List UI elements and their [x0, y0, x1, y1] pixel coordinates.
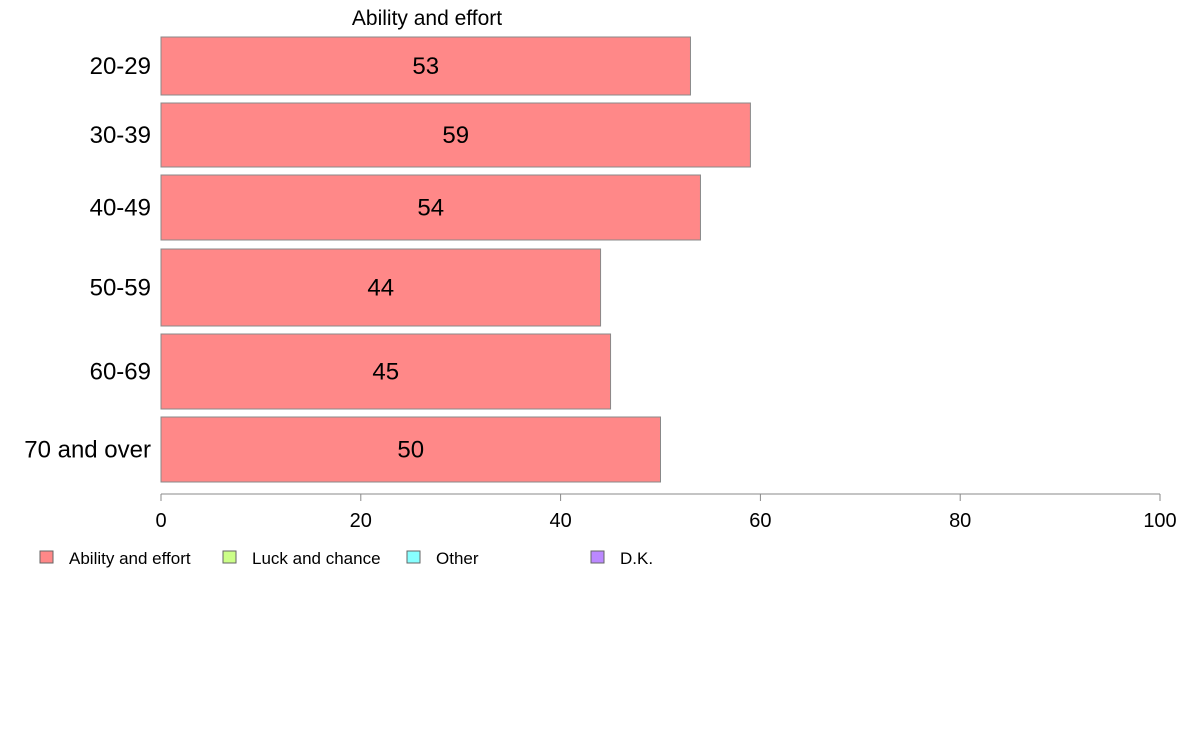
- chart-title: Ability and effort: [352, 7, 502, 30]
- legend-swatch: [590, 550, 605, 564]
- bar-value-label: 44: [367, 275, 394, 302]
- x-axis: 0 20 40 60 80 100: [155, 493, 1177, 532]
- bar-value-label: 59: [442, 122, 469, 149]
- bar: [160, 174, 701, 241]
- legend-label: Other: [436, 549, 479, 568]
- bars-group: 53 20-29 59 30-39 54 40-49 44 50-59 45 60-69 50 70 …: [24, 36, 751, 483]
- bar-value-label: 53: [412, 53, 439, 80]
- x-tick-label: 40: [549, 510, 571, 532]
- legend: Ability and effort Luck and chance Other D.…: [39, 549, 653, 568]
- x-tick-label: 0: [155, 510, 166, 532]
- bar: [160, 416, 661, 483]
- legend-swatch: [222, 550, 237, 564]
- category-label: 60-69: [90, 359, 151, 386]
- bar-value-label: 45: [372, 359, 399, 386]
- legend-swatch: [406, 550, 421, 564]
- bar-value-label: 50: [397, 437, 424, 464]
- bar: [160, 102, 751, 168]
- category-label: 30-39: [90, 122, 151, 149]
- legend-label: Ability and effort: [69, 549, 191, 568]
- legend-label: D.K.: [620, 549, 653, 568]
- legend-swatch: [39, 550, 54, 564]
- category-label: 40-49: [90, 195, 151, 222]
- x-tick-label: 60: [749, 510, 771, 532]
- bar: [160, 333, 612, 410]
- x-tick-label: 80: [949, 510, 971, 532]
- bar-value-label: 54: [417, 195, 444, 222]
- bar: [160, 36, 691, 96]
- bar: [160, 248, 602, 327]
- category-label: 20-29: [90, 53, 151, 80]
- category-label: 70 and over: [24, 437, 151, 464]
- x-tick-label: 100: [1143, 510, 1176, 532]
- category-label: 50-59: [90, 275, 151, 302]
- x-tick-label: 20: [350, 510, 372, 532]
- legend-label: Luck and chance: [252, 549, 381, 568]
